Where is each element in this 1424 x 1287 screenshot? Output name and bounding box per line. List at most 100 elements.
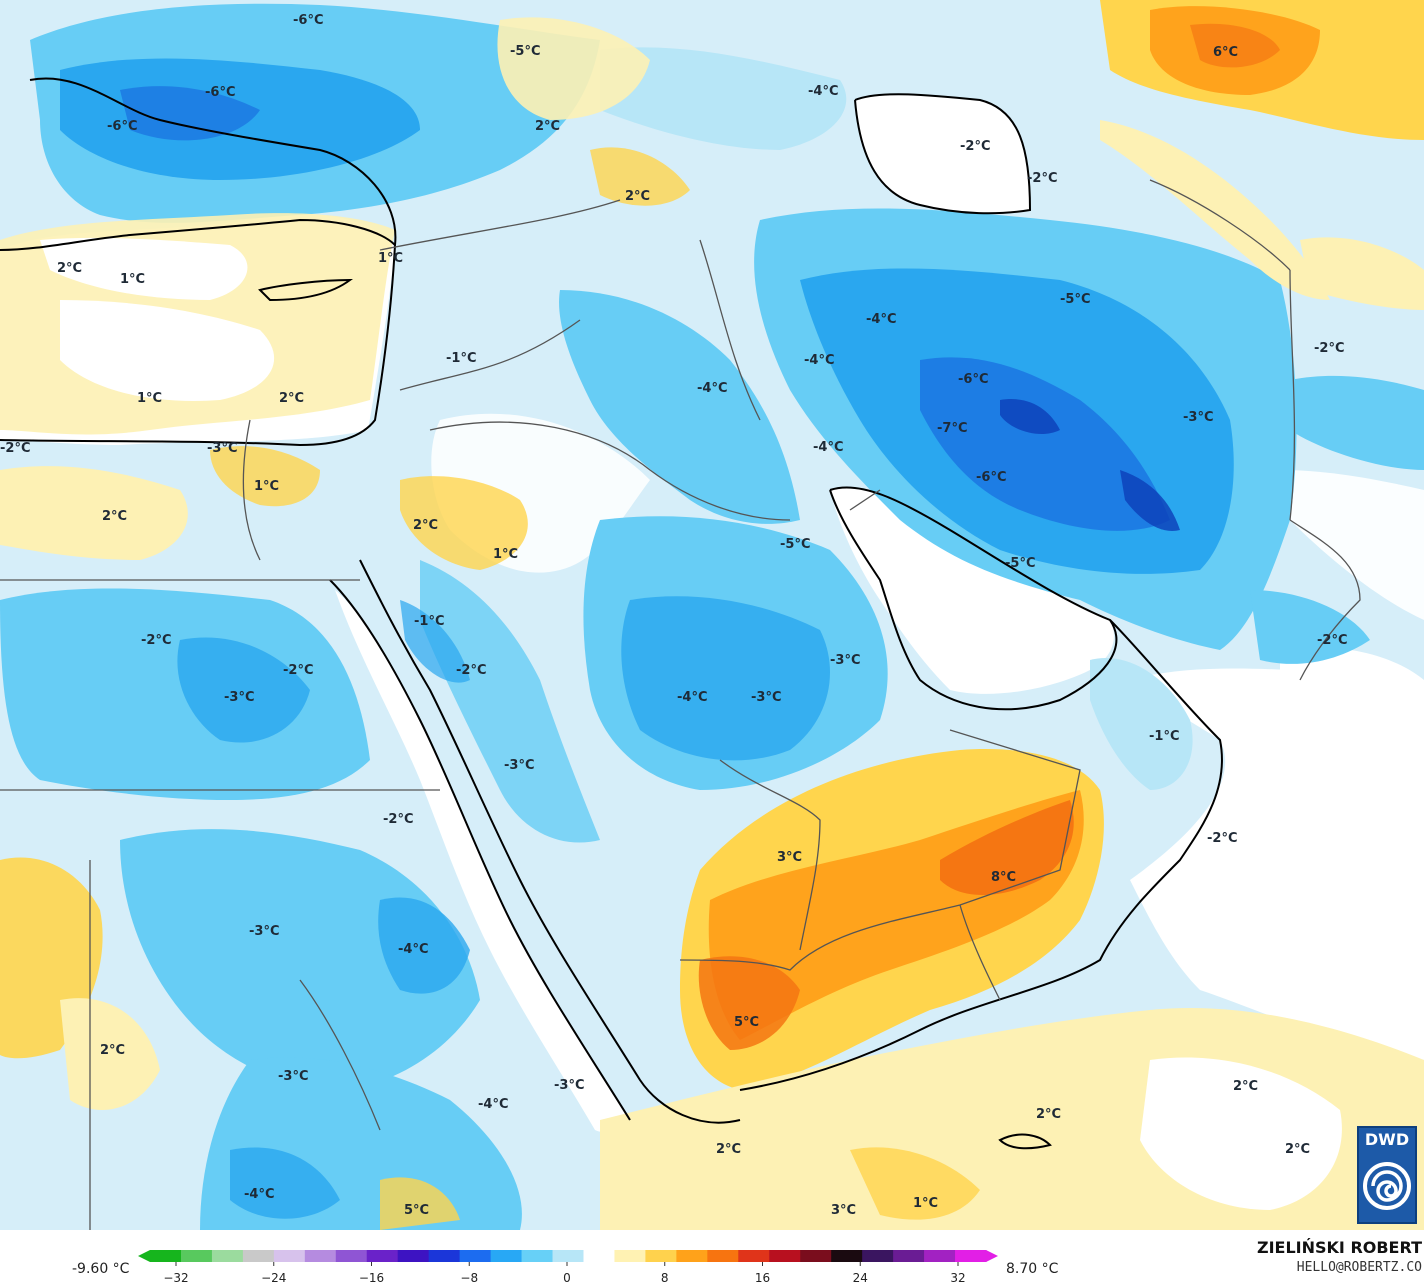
temp-label: -2°C — [1207, 831, 1237, 846]
temp-label: -3°C — [224, 690, 254, 705]
temp-label: -2°C — [141, 633, 171, 648]
legend-tick-label: −32 — [163, 1271, 188, 1284]
temp-label: 2°C — [100, 1043, 125, 1058]
legend-swatch — [242, 1250, 275, 1262]
temp-label: 1°C — [254, 479, 279, 494]
legend-swatch — [397, 1250, 430, 1262]
temp-label: -1°C — [446, 351, 476, 366]
legend-tick-label: 8 — [661, 1271, 669, 1284]
temperature-map: -6°C -5°C -6°C -6°C 2°C 2°C -4°C -2°C -2… — [0, 0, 1424, 1230]
legend-swatch — [428, 1250, 461, 1262]
temp-label: 8°C — [991, 870, 1016, 885]
temp-label: 1°C — [493, 547, 518, 562]
temp-label: -4°C — [478, 1097, 508, 1112]
legend-swatch — [150, 1250, 182, 1262]
legend-swatch — [676, 1250, 708, 1262]
temp-label: -4°C — [244, 1187, 274, 1202]
dwd-logo-text: DWD — [1364, 1130, 1410, 1149]
temp-label: -2°C — [0, 441, 30, 456]
temperature-labels: -6°C -5°C -6°C -6°C 2°C 2°C -4°C -2°C -2… — [0, 13, 1347, 1218]
color-legend: −32 −24 −16 −8 0 8 16 24 32 — [138, 1250, 998, 1284]
legend-swatch — [800, 1250, 832, 1262]
temp-label: -4°C — [804, 353, 834, 368]
temp-label: 2°C — [1233, 1079, 1258, 1094]
legend-swatch — [645, 1250, 677, 1262]
temp-label: -2°C — [1027, 171, 1057, 186]
legend-tick-label: −8 — [460, 1271, 478, 1284]
temp-label: -2°C — [283, 663, 313, 678]
temp-label: -3°C — [504, 758, 534, 773]
legend-tick-label: 24 — [853, 1271, 868, 1284]
temp-label: -7°C — [937, 421, 967, 436]
temp-label: 6°C — [1213, 45, 1238, 60]
legend-arrow-left — [138, 1250, 150, 1262]
temp-label: 1°C — [137, 391, 162, 406]
temp-label: -5°C — [1005, 556, 1035, 571]
temp-label: -2°C — [1314, 341, 1344, 356]
temp-label: -1°C — [414, 614, 444, 629]
temp-label: -2°C — [960, 139, 990, 154]
legend-swatch — [831, 1250, 863, 1262]
temp-label: -3°C — [830, 653, 860, 668]
temp-label: -6°C — [205, 85, 235, 100]
legend-arrow-right — [986, 1250, 998, 1262]
temp-label: 2°C — [625, 189, 650, 204]
legend-swatch — [924, 1250, 956, 1262]
legend-tick-label: 32 — [950, 1271, 965, 1284]
temp-label: -2°C — [1317, 633, 1347, 648]
temp-label: 2°C — [102, 509, 127, 524]
temp-label: -5°C — [1060, 292, 1090, 307]
dwd-logo: DWD — [1357, 1126, 1417, 1224]
temp-label: -2°C — [383, 812, 413, 827]
legend-swatch — [955, 1250, 987, 1262]
legend-swatch — [862, 1250, 894, 1262]
temp-label: 1°C — [378, 251, 403, 266]
legend-swatch — [304, 1250, 337, 1262]
temp-label: 2°C — [57, 261, 82, 276]
legend-swatch — [180, 1250, 213, 1262]
temp-label: 1°C — [913, 1196, 938, 1211]
temp-label: 3°C — [777, 850, 802, 865]
temp-label: -6°C — [958, 372, 988, 387]
legend-swatch — [335, 1250, 368, 1262]
temp-label: -1°C — [1149, 729, 1179, 744]
temp-label: 3°C — [831, 1203, 856, 1218]
temp-label: -6°C — [107, 119, 137, 134]
temp-label: -6°C — [976, 470, 1006, 485]
footer: -9.60 °C −32 −24 −16 −8 0 8 16 24 32 8.70 °C ZIE… — [0, 1230, 1424, 1287]
temp-label: -3°C — [278, 1069, 308, 1084]
temp-label: -6°C — [293, 13, 323, 28]
legend-swatch — [769, 1250, 801, 1262]
legend-tick-label: −24 — [261, 1271, 286, 1284]
map-canvas: -6°C -5°C -6°C -6°C 2°C 2°C -4°C -2°C -2… — [0, 0, 1424, 1230]
coastlines — [0, 77, 1223, 1150]
temp-label: -2°C — [456, 663, 486, 678]
temp-label: -3°C — [751, 690, 781, 705]
temp-label: 2°C — [279, 391, 304, 406]
temp-label: 1°C — [120, 272, 145, 287]
legend-swatch — [521, 1250, 554, 1262]
temp-label: -4°C — [677, 690, 707, 705]
temp-label: 2°C — [413, 518, 438, 533]
temp-label: 2°C — [1036, 1107, 1061, 1122]
temp-label: -3°C — [554, 1078, 584, 1093]
legend-swatch — [552, 1250, 584, 1262]
legend-swatch — [273, 1250, 306, 1262]
legend-swatch — [738, 1250, 770, 1262]
author-name: ZIELIŃSKI ROBERT — [1256, 1238, 1422, 1257]
temp-label: -5°C — [780, 537, 810, 552]
temp-label: -3°C — [1183, 410, 1213, 425]
temp-label: -3°C — [249, 924, 279, 939]
legend-swatch — [583, 1250, 615, 1262]
warm-regions — [0, 0, 1424, 1230]
temp-label: -4°C — [398, 942, 428, 957]
legend-swatch — [211, 1250, 244, 1262]
temp-label: 5°C — [734, 1015, 759, 1030]
cold-regions — [0, 3, 1424, 1230]
temp-label: -5°C — [510, 44, 540, 59]
temp-label: -4°C — [813, 440, 843, 455]
temp-label: 2°C — [1285, 1142, 1310, 1157]
legend-swatch — [707, 1250, 739, 1262]
temp-label: -4°C — [697, 381, 727, 396]
temp-label: 2°C — [716, 1142, 741, 1157]
